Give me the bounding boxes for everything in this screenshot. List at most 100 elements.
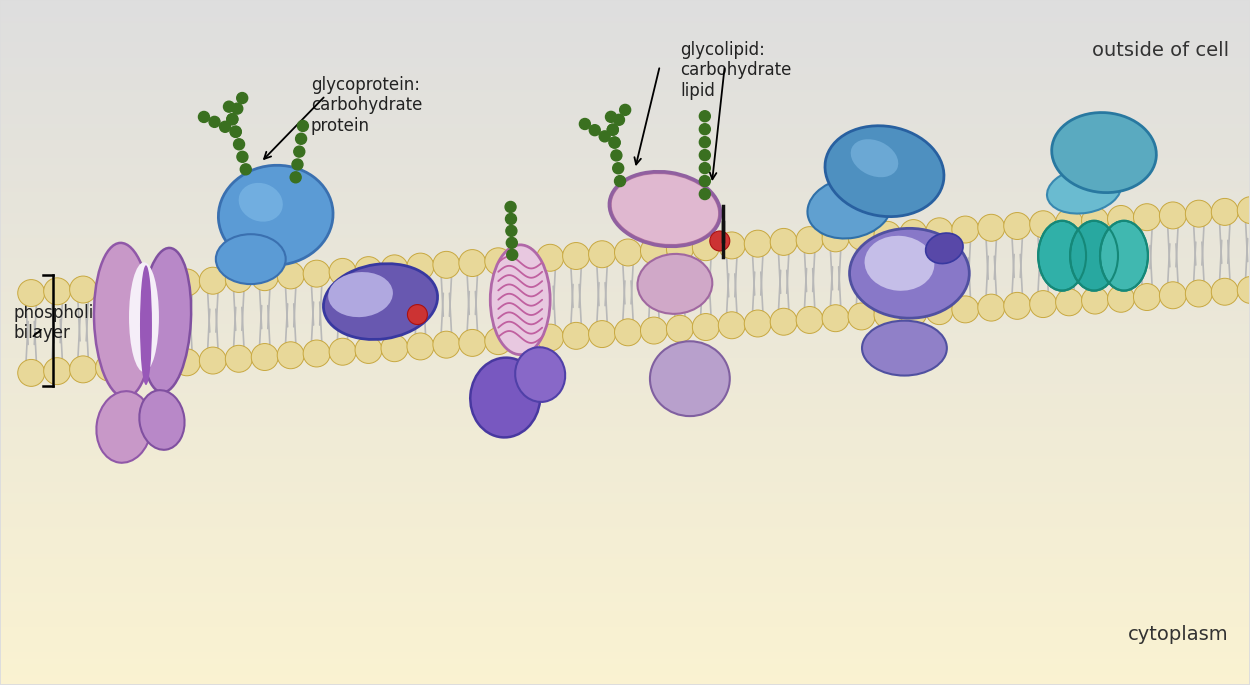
Circle shape: [226, 114, 238, 125]
Ellipse shape: [94, 243, 152, 397]
Ellipse shape: [324, 264, 437, 340]
Circle shape: [278, 262, 304, 289]
Circle shape: [536, 245, 564, 271]
Circle shape: [699, 137, 710, 148]
Circle shape: [951, 216, 979, 243]
Circle shape: [666, 236, 694, 262]
Ellipse shape: [96, 391, 151, 463]
Circle shape: [1108, 286, 1135, 312]
Circle shape: [304, 260, 330, 287]
Circle shape: [693, 314, 719, 340]
Circle shape: [848, 303, 875, 330]
Circle shape: [615, 239, 641, 266]
Circle shape: [231, 103, 242, 114]
Circle shape: [224, 101, 235, 112]
Circle shape: [1134, 203, 1160, 231]
Circle shape: [1160, 202, 1186, 229]
Circle shape: [796, 227, 822, 253]
Circle shape: [1211, 199, 1239, 225]
Circle shape: [666, 315, 694, 342]
Ellipse shape: [862, 321, 946, 375]
Ellipse shape: [140, 265, 152, 385]
Circle shape: [209, 116, 220, 127]
Circle shape: [511, 326, 538, 353]
Circle shape: [900, 220, 928, 247]
Circle shape: [699, 111, 710, 122]
Circle shape: [770, 308, 798, 335]
Circle shape: [505, 201, 516, 212]
Circle shape: [1081, 208, 1109, 234]
Circle shape: [978, 294, 1005, 321]
Circle shape: [1056, 289, 1082, 316]
Circle shape: [432, 251, 460, 278]
Ellipse shape: [851, 139, 899, 177]
Circle shape: [226, 114, 238, 125]
Circle shape: [699, 175, 710, 186]
Circle shape: [432, 331, 460, 358]
Ellipse shape: [926, 233, 962, 264]
Circle shape: [589, 125, 600, 136]
Circle shape: [615, 319, 641, 346]
Ellipse shape: [865, 236, 934, 291]
Circle shape: [70, 276, 96, 303]
Circle shape: [1185, 280, 1212, 307]
Circle shape: [199, 347, 226, 374]
Circle shape: [298, 121, 309, 132]
Circle shape: [580, 119, 590, 129]
Circle shape: [225, 345, 253, 372]
Circle shape: [1108, 206, 1135, 232]
Circle shape: [1134, 284, 1160, 310]
Circle shape: [796, 306, 822, 334]
Circle shape: [874, 221, 901, 248]
Circle shape: [290, 172, 301, 183]
Circle shape: [1160, 282, 1186, 309]
Ellipse shape: [139, 390, 185, 450]
Ellipse shape: [650, 341, 730, 416]
Circle shape: [1030, 290, 1056, 318]
Circle shape: [1030, 211, 1056, 238]
Circle shape: [926, 298, 952, 325]
Ellipse shape: [219, 165, 332, 265]
Circle shape: [1004, 212, 1031, 240]
Ellipse shape: [638, 254, 712, 314]
Text: outside of cell: outside of cell: [1091, 40, 1229, 60]
Circle shape: [1211, 278, 1239, 306]
Circle shape: [1081, 287, 1109, 314]
Ellipse shape: [1048, 167, 1121, 214]
Circle shape: [874, 301, 901, 328]
Ellipse shape: [329, 272, 392, 317]
Circle shape: [608, 124, 619, 135]
Circle shape: [199, 112, 210, 123]
Ellipse shape: [129, 262, 159, 372]
Circle shape: [562, 242, 590, 269]
Text: cytoplasm: cytoplasm: [1129, 625, 1229, 645]
Circle shape: [95, 354, 122, 381]
Circle shape: [506, 249, 518, 260]
Ellipse shape: [1051, 112, 1156, 192]
Circle shape: [609, 137, 620, 148]
Circle shape: [220, 121, 230, 132]
Circle shape: [562, 323, 590, 349]
Circle shape: [44, 358, 71, 384]
Ellipse shape: [808, 177, 891, 238]
Circle shape: [1238, 277, 1250, 303]
Circle shape: [121, 352, 149, 379]
Circle shape: [485, 248, 511, 275]
Text: phospholipid
bilayer: phospholipid bilayer: [14, 303, 119, 342]
Circle shape: [620, 104, 631, 115]
Text: glycoprotein:
carbohydrate
protein: glycoprotein: carbohydrate protein: [311, 75, 422, 135]
Circle shape: [459, 249, 486, 277]
Circle shape: [408, 305, 428, 325]
Circle shape: [485, 327, 511, 355]
Circle shape: [951, 296, 979, 323]
Circle shape: [355, 257, 382, 284]
Circle shape: [1004, 292, 1031, 319]
Circle shape: [822, 305, 849, 332]
Circle shape: [408, 253, 434, 280]
Circle shape: [1056, 209, 1082, 236]
Ellipse shape: [141, 248, 191, 393]
Circle shape: [744, 310, 771, 337]
Circle shape: [506, 238, 518, 249]
Circle shape: [295, 134, 306, 145]
Circle shape: [611, 150, 622, 161]
